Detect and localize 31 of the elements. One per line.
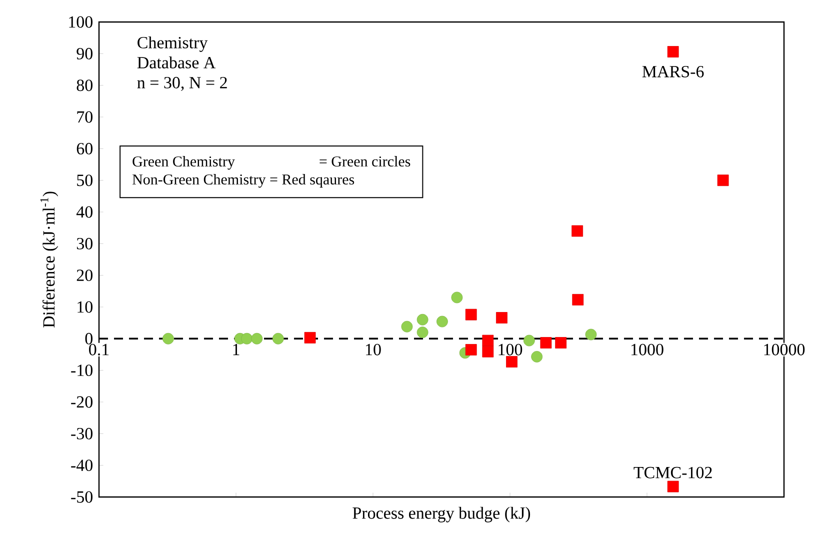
- annotation: Database A: [137, 56, 216, 68]
- annotation: MARS-6: [642, 66, 704, 78]
- x-tick-label: 1: [233, 344, 240, 356]
- x-axis-title: Process energy budge (kJ): [352, 506, 530, 522]
- y-tick-label: 70: [77, 111, 92, 123]
- y-tick-label: -30: [71, 428, 92, 440]
- annotation: Chemistry: [138, 36, 208, 52]
- y-tick-label: 90: [76, 48, 92, 60]
- x-tick-label: 1000: [631, 344, 664, 356]
- text: Green Chemistry = Green circles: [132, 156, 410, 170]
- y-tick-label: 60: [76, 142, 92, 154]
- y-tick-label: 50: [77, 174, 92, 186]
- x-tick-label: 10: [366, 344, 381, 356]
- annotation: n = 30, N = 2: [137, 76, 227, 91]
- y-tick-label: -40: [71, 460, 92, 472]
- x-tick-label: 10000: [764, 344, 805, 356]
- y-tick-label: 10: [78, 301, 92, 313]
- y-tick-label: 20: [76, 270, 92, 282]
- annotation: Non-Green Chemistry = Red sqaures: [132, 174, 354, 188]
- y-tick-label: -50: [71, 491, 92, 503]
- x-tick-label: 100: [498, 344, 522, 356]
- y-tick-label: -20: [71, 396, 92, 408]
- x-tick-label: 0.1: [89, 344, 109, 356]
- annotation: TCMC-102: [634, 466, 712, 478]
- y-tick-label: -10: [71, 364, 92, 376]
- y-axis-title: Difference (kJ·ml$^{-1}$): [40, 192, 58, 328]
- y-tick-label: 100: [69, 16, 92, 28]
- y-tick-label: 80: [76, 80, 92, 92]
- y-tick-label: 30: [76, 238, 92, 250]
- y-tick-label: 40: [76, 206, 92, 218]
- y-tick-label: 0: [85, 332, 92, 344]
